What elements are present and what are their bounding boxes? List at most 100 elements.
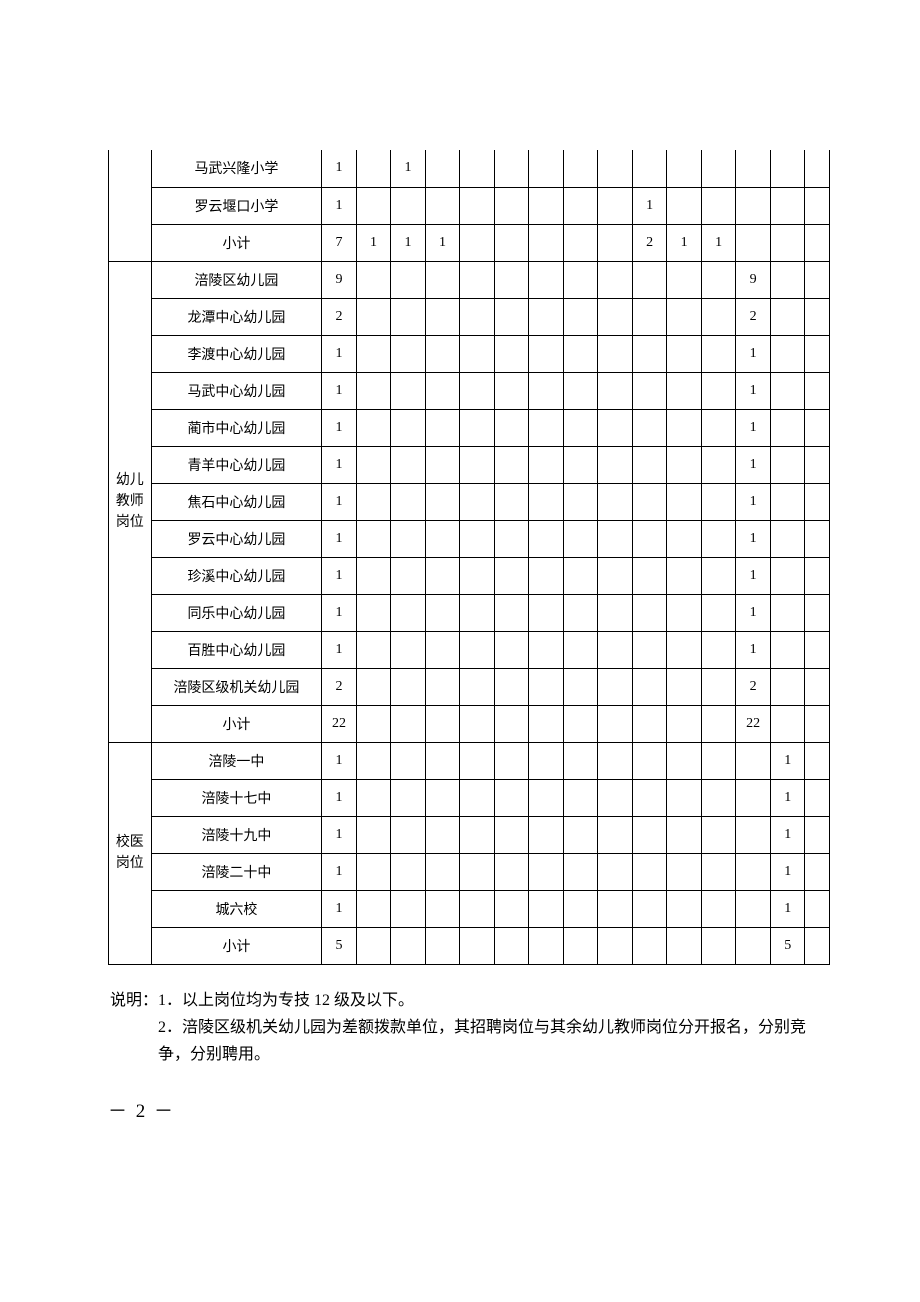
data-cell bbox=[632, 335, 667, 372]
table-row: 焦石中心幼儿园11 bbox=[109, 483, 830, 520]
data-cell: 5 bbox=[322, 927, 357, 964]
data-cell bbox=[667, 816, 702, 853]
data-cell bbox=[701, 409, 736, 446]
table-row: 龙潭中心幼儿园22 bbox=[109, 298, 830, 335]
data-cell bbox=[460, 594, 495, 631]
data-cell bbox=[425, 298, 460, 335]
data-cell: 1 bbox=[322, 483, 357, 520]
data-cell bbox=[805, 631, 830, 668]
data-cell bbox=[494, 668, 529, 705]
data-cell bbox=[805, 261, 830, 298]
data-cell bbox=[736, 224, 771, 261]
data-cell bbox=[598, 927, 633, 964]
data-cell bbox=[770, 298, 805, 335]
data-cell: 1 bbox=[425, 224, 460, 261]
category-cell bbox=[109, 150, 152, 261]
data-cell: 1 bbox=[322, 150, 357, 187]
school-name-cell: 罗云中心幼儿园 bbox=[151, 520, 322, 557]
data-cell bbox=[701, 890, 736, 927]
data-cell bbox=[529, 446, 564, 483]
data-cell bbox=[598, 557, 633, 594]
data-cell bbox=[770, 335, 805, 372]
data-cell bbox=[701, 150, 736, 187]
data-cell bbox=[632, 927, 667, 964]
school-name-cell: 蔺市中心幼儿园 bbox=[151, 409, 322, 446]
data-cell bbox=[356, 668, 391, 705]
data-cell: 1 bbox=[391, 224, 426, 261]
school-name-cell: 涪陵十七中 bbox=[151, 779, 322, 816]
data-cell bbox=[391, 668, 426, 705]
data-cell bbox=[494, 705, 529, 742]
data-cell bbox=[460, 187, 495, 224]
school-name-cell: 马武中心幼儿园 bbox=[151, 372, 322, 409]
data-cell bbox=[391, 187, 426, 224]
data-cell bbox=[460, 668, 495, 705]
data-cell bbox=[529, 298, 564, 335]
data-cell bbox=[356, 372, 391, 409]
data-cell: 1 bbox=[770, 853, 805, 890]
data-cell bbox=[460, 890, 495, 927]
data-cell bbox=[391, 779, 426, 816]
data-cell bbox=[425, 631, 460, 668]
data-cell bbox=[701, 446, 736, 483]
data-cell bbox=[563, 261, 598, 298]
data-cell bbox=[494, 335, 529, 372]
data-cell: 1 bbox=[770, 816, 805, 853]
data-cell: 1 bbox=[322, 557, 357, 594]
data-cell bbox=[425, 853, 460, 890]
data-cell bbox=[805, 594, 830, 631]
note-line-2: 说明： 2．涪陵区级机关幼儿园为差额拨款单位，其招聘岗位与其余幼儿教师岗位分开报… bbox=[110, 1014, 830, 1068]
data-cell bbox=[598, 187, 633, 224]
table-row: 幼儿教师岗位涪陵区幼儿园99 bbox=[109, 261, 830, 298]
data-cell bbox=[425, 409, 460, 446]
data-cell: 2 bbox=[322, 668, 357, 705]
data-cell bbox=[460, 520, 495, 557]
data-cell bbox=[563, 668, 598, 705]
data-cell bbox=[632, 668, 667, 705]
note-item-1: 1．以上岗位均为专技 12 级及以下。 bbox=[158, 987, 830, 1014]
data-cell bbox=[529, 520, 564, 557]
table-row: 涪陵区级机关幼儿园22 bbox=[109, 668, 830, 705]
data-cell bbox=[770, 409, 805, 446]
data-cell bbox=[391, 594, 426, 631]
data-cell: 1 bbox=[770, 779, 805, 816]
data-cell: 1 bbox=[391, 150, 426, 187]
data-cell: 2 bbox=[736, 298, 771, 335]
data-cell bbox=[701, 594, 736, 631]
data-cell bbox=[391, 853, 426, 890]
data-cell: 1 bbox=[322, 187, 357, 224]
data-cell bbox=[701, 187, 736, 224]
data-cell bbox=[356, 298, 391, 335]
data-cell bbox=[805, 483, 830, 520]
data-cell bbox=[598, 668, 633, 705]
data-cell bbox=[736, 742, 771, 779]
data-cell bbox=[425, 372, 460, 409]
school-name-cell: 涪陵一中 bbox=[151, 742, 322, 779]
data-cell bbox=[770, 520, 805, 557]
data-cell bbox=[356, 520, 391, 557]
data-cell bbox=[460, 261, 495, 298]
data-cell bbox=[701, 483, 736, 520]
table-row: 蔺市中心幼儿园11 bbox=[109, 409, 830, 446]
note-line-1: 说明： 1．以上岗位均为专技 12 级及以下。 bbox=[110, 987, 830, 1014]
table-row: 罗云堰口小学11 bbox=[109, 187, 830, 224]
data-cell bbox=[632, 520, 667, 557]
data-cell: 1 bbox=[322, 779, 357, 816]
notes-section: 说明： 1．以上岗位均为专技 12 级及以下。 说明： 2．涪陵区级机关幼儿园为… bbox=[108, 987, 830, 1069]
data-cell: 1 bbox=[322, 335, 357, 372]
data-cell bbox=[563, 557, 598, 594]
data-cell bbox=[563, 779, 598, 816]
data-cell bbox=[529, 335, 564, 372]
data-cell bbox=[460, 927, 495, 964]
data-cell bbox=[667, 150, 702, 187]
data-cell bbox=[667, 594, 702, 631]
data-cell: 22 bbox=[736, 705, 771, 742]
data-cell bbox=[805, 446, 830, 483]
table-row: 马武中心幼儿园11 bbox=[109, 372, 830, 409]
data-cell: 2 bbox=[322, 298, 357, 335]
data-cell: 1 bbox=[322, 631, 357, 668]
data-cell bbox=[460, 631, 495, 668]
data-cell bbox=[529, 631, 564, 668]
data-cell bbox=[563, 224, 598, 261]
data-cell bbox=[598, 483, 633, 520]
